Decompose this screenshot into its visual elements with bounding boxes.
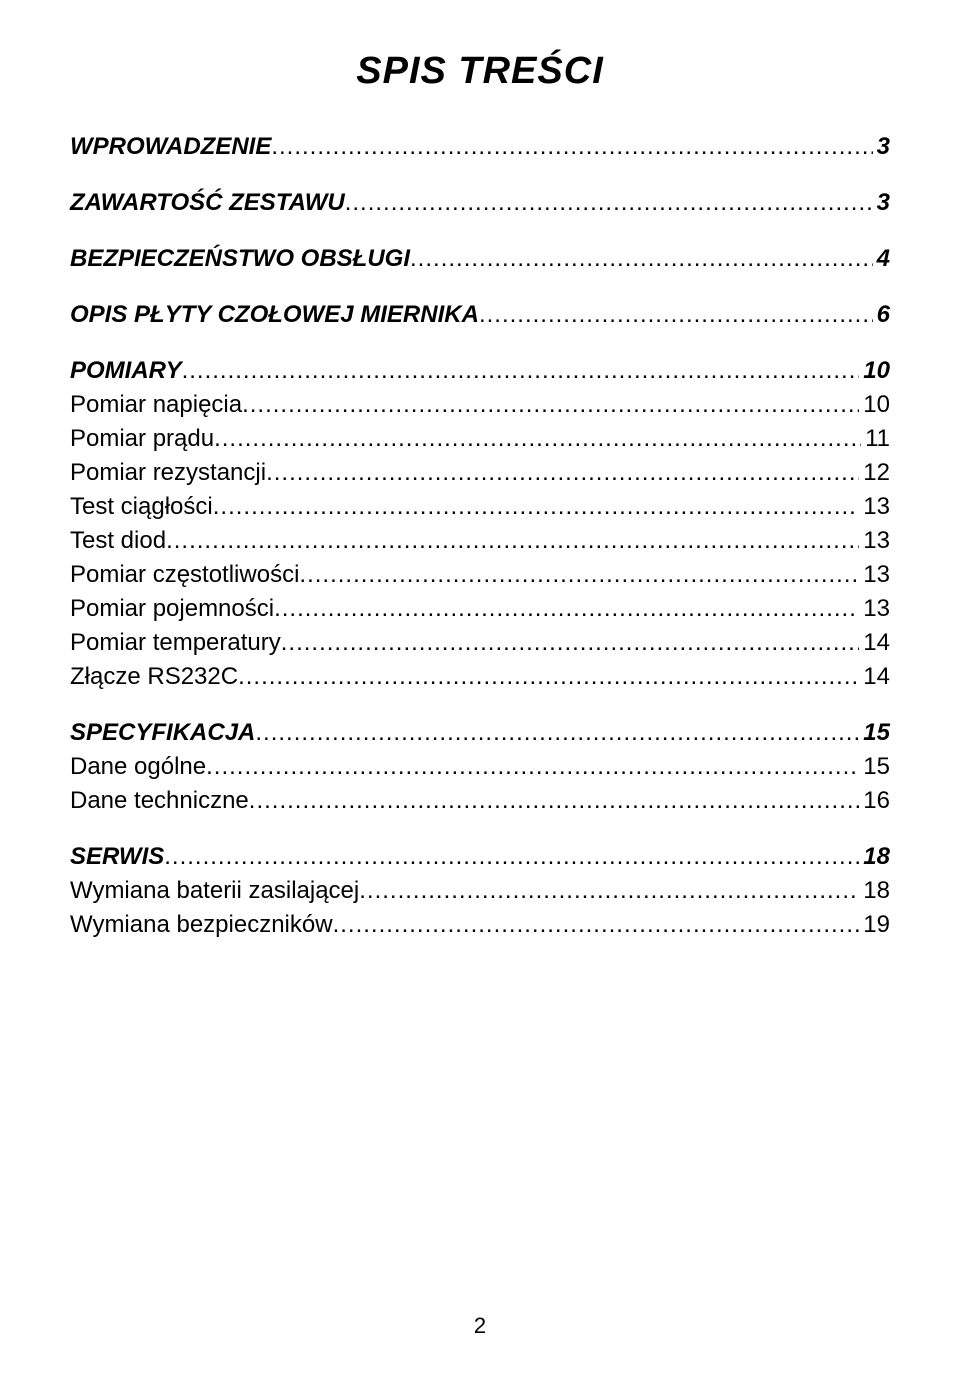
- toc-entry: Test ciągłości 13: [70, 493, 890, 521]
- toc-label: Dane ogólne: [70, 753, 206, 781]
- toc-page: 18: [859, 843, 890, 871]
- toc-page: 13: [859, 493, 890, 521]
- toc-label: SERWIS: [70, 843, 164, 871]
- toc-page: 16: [859, 787, 890, 815]
- toc-page: 13: [859, 527, 890, 555]
- toc-dots: [479, 301, 873, 329]
- toc-entry: Pomiar częstotliwości 13: [70, 561, 890, 589]
- toc-dots: [238, 663, 859, 691]
- toc-page: 3: [873, 189, 890, 217]
- toc-dots: [164, 843, 859, 871]
- toc-dots: [345, 189, 873, 217]
- toc-page: 13: [859, 561, 890, 589]
- toc-dots: [242, 391, 859, 419]
- toc-page: 14: [859, 629, 890, 657]
- toc-page: 19: [859, 911, 890, 939]
- toc-entry: ZAWARTOŚĆ ZESTAWU 3: [70, 189, 890, 217]
- toc-dots: [249, 787, 860, 815]
- toc-page: 3: [873, 133, 890, 161]
- toc-dots: [299, 561, 859, 589]
- toc-entry: Pomiar temperatury 14: [70, 629, 890, 657]
- toc-label: BEZPIECZEŃSTWO OBSŁUGI: [70, 245, 410, 273]
- toc-entry: Pomiar rezystancji 12: [70, 459, 890, 487]
- toc-label: Pomiar prądu: [70, 425, 214, 453]
- toc-entry: Wymiana baterii zasilającej 18: [70, 877, 890, 905]
- toc-entry: BEZPIECZEŃSTWO OBSŁUGI 4: [70, 245, 890, 273]
- toc-entry: Test diod 13: [70, 527, 890, 555]
- toc-label: Pomiar częstotliwości: [70, 561, 299, 589]
- toc-dots: [274, 595, 859, 623]
- table-of-contents: WPROWADZENIE 3ZAWARTOŚĆ ZESTAWU 3BEZPIEC…: [70, 133, 890, 939]
- toc-dots: [333, 911, 860, 939]
- toc-dots: [206, 753, 859, 781]
- page-number: 2: [0, 1313, 960, 1339]
- toc-dots: [266, 459, 859, 487]
- toc-label: Wymiana baterii zasilającej: [70, 877, 359, 905]
- toc-dots: [255, 719, 859, 747]
- toc-page: 15: [859, 753, 890, 781]
- toc-label: Pomiar temperatury: [70, 629, 281, 657]
- toc-dots: [213, 493, 860, 521]
- toc-entry: Dane ogólne 15: [70, 753, 890, 781]
- toc-dots: [166, 527, 859, 555]
- toc-label: SPECYFIKACJA: [70, 719, 255, 747]
- toc-dots: [271, 133, 872, 161]
- toc-page: 15: [859, 719, 890, 747]
- toc-dots: [359, 877, 859, 905]
- toc-dots: [410, 245, 873, 273]
- toc-label: ZAWARTOŚĆ ZESTAWU: [70, 189, 345, 217]
- toc-label: Pomiar pojemności: [70, 595, 274, 623]
- toc-entry: Pomiar pojemności 13: [70, 595, 890, 623]
- toc-entry: Złącze RS232C 14: [70, 663, 890, 691]
- toc-dots: [214, 425, 861, 453]
- toc-label: Pomiar napięcia: [70, 391, 242, 419]
- toc-entry: SERWIS 18: [70, 843, 890, 871]
- toc-entry: OPIS PŁYTY CZOŁOWEJ MIERNIKA 6: [70, 301, 890, 329]
- toc-label: Złącze RS232C: [70, 663, 238, 691]
- toc-dots: [281, 629, 860, 657]
- toc-page: 13: [859, 595, 890, 623]
- toc-label: Wymiana bezpieczników: [70, 911, 333, 939]
- toc-entry: Pomiar prądu 11: [70, 425, 890, 453]
- toc-dots: [182, 357, 860, 385]
- page-title: SPIS TREŚCI: [70, 50, 890, 93]
- toc-label: POMIARY: [70, 357, 182, 385]
- toc-entry: WPROWADZENIE 3: [70, 133, 890, 161]
- toc-page: 18: [859, 877, 890, 905]
- toc-page: 6: [873, 301, 890, 329]
- toc-entry: POMIARY 10: [70, 357, 890, 385]
- toc-entry: SPECYFIKACJA 15: [70, 719, 890, 747]
- toc-entry: Pomiar napięcia 10: [70, 391, 890, 419]
- toc-label: Test diod: [70, 527, 166, 555]
- toc-page: 11: [861, 425, 890, 453]
- toc-label: Dane techniczne: [70, 787, 249, 815]
- toc-label: OPIS PŁYTY CZOŁOWEJ MIERNIKA: [70, 301, 479, 329]
- toc-page: 10: [859, 357, 890, 385]
- toc-page: 14: [859, 663, 890, 691]
- toc-label: Pomiar rezystancji: [70, 459, 266, 487]
- toc-page: 10: [859, 391, 890, 419]
- toc-label: WPROWADZENIE: [70, 133, 271, 161]
- toc-page: 12: [859, 459, 890, 487]
- toc-entry: Dane techniczne 16: [70, 787, 890, 815]
- toc-page: 4: [873, 245, 890, 273]
- toc-entry: Wymiana bezpieczników 19: [70, 911, 890, 939]
- toc-label: Test ciągłości: [70, 493, 213, 521]
